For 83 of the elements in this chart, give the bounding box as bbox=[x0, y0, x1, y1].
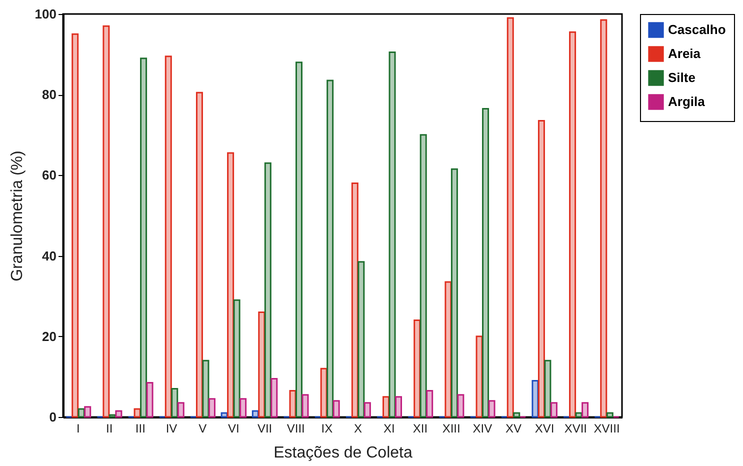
bar bbox=[302, 394, 309, 418]
x-tick-label: I bbox=[76, 422, 80, 436]
bar bbox=[382, 396, 390, 418]
x-tick-label: III bbox=[135, 422, 146, 436]
bar bbox=[457, 394, 464, 418]
bar bbox=[395, 396, 402, 418]
bar bbox=[550, 402, 558, 418]
bar bbox=[270, 378, 278, 418]
bar bbox=[295, 62, 302, 418]
bar bbox=[177, 402, 184, 418]
bar bbox=[258, 311, 266, 418]
x-tick-label: II bbox=[106, 422, 113, 436]
x-tick-label: XVIII bbox=[594, 422, 620, 436]
legend-label: Argila bbox=[668, 94, 706, 109]
bar bbox=[108, 414, 116, 418]
x-tick-label: XIV bbox=[472, 422, 492, 436]
bar bbox=[575, 412, 582, 418]
bar bbox=[332, 400, 340, 418]
bar bbox=[388, 52, 396, 418]
bar bbox=[72, 33, 79, 418]
bar bbox=[444, 281, 452, 418]
bar bbox=[358, 261, 365, 418]
x-axis-title: Estações de Coleta bbox=[274, 444, 412, 462]
bar bbox=[532, 380, 539, 418]
x-tick-label: XII bbox=[412, 422, 428, 436]
bar bbox=[606, 412, 614, 418]
bar bbox=[426, 390, 434, 418]
bar bbox=[450, 168, 458, 418]
bar bbox=[115, 410, 122, 418]
bar bbox=[600, 19, 608, 418]
bar bbox=[240, 398, 247, 418]
y-tick-label: 80 bbox=[42, 87, 56, 102]
x-tick-label: XVI bbox=[534, 422, 554, 436]
x-tick-label: IV bbox=[166, 422, 178, 436]
bar bbox=[513, 412, 520, 418]
legend-label: Areia bbox=[668, 46, 702, 61]
x-tick-label: XVII bbox=[564, 422, 588, 436]
y-tick-label: 100 bbox=[34, 6, 56, 22]
y-tick-label: 60 bbox=[42, 168, 56, 183]
bar bbox=[506, 17, 514, 418]
bar bbox=[208, 398, 216, 418]
x-tick-label: VIII bbox=[286, 422, 305, 436]
bar bbox=[488, 400, 496, 418]
bar bbox=[420, 134, 427, 418]
bar bbox=[202, 360, 210, 418]
bar bbox=[164, 56, 172, 418]
legend-label: Silte bbox=[668, 70, 696, 85]
x-tick-label: V bbox=[198, 422, 207, 436]
bar bbox=[252, 410, 259, 418]
bar bbox=[364, 402, 371, 418]
bar bbox=[78, 408, 85, 418]
y-tick-label: 40 bbox=[42, 248, 56, 264]
bar bbox=[582, 402, 589, 418]
x-tick-label: XI bbox=[383, 422, 395, 436]
bar bbox=[538, 120, 545, 418]
x-tick-label: X bbox=[354, 422, 362, 436]
bar bbox=[134, 408, 141, 418]
x-tick-label: VII bbox=[257, 422, 272, 436]
legend-label: Cascalho bbox=[668, 22, 726, 37]
bar bbox=[102, 25, 110, 418]
bar bbox=[351, 182, 358, 418]
bar bbox=[220, 412, 228, 418]
bar bbox=[233, 299, 240, 418]
bar bbox=[146, 382, 154, 418]
bar bbox=[569, 31, 576, 418]
bar bbox=[264, 162, 272, 418]
y-tick-label: 20 bbox=[42, 328, 56, 344]
x-tick-label: VI bbox=[228, 422, 240, 436]
y-tick-label: 0 bbox=[49, 410, 56, 424]
y-axis-title: Granulometria (%) bbox=[8, 150, 26, 282]
bar bbox=[84, 406, 92, 418]
bar bbox=[544, 360, 552, 418]
bar bbox=[140, 58, 148, 418]
bar bbox=[482, 108, 490, 418]
x-tick-label: IX bbox=[321, 422, 333, 436]
bar bbox=[227, 152, 234, 418]
bar bbox=[289, 390, 296, 418]
bar bbox=[326, 80, 334, 418]
x-tick-label: XIII bbox=[442, 422, 460, 436]
bar bbox=[414, 320, 421, 418]
x-tick-label: XV bbox=[505, 422, 522, 436]
bar bbox=[196, 92, 203, 418]
bar bbox=[171, 388, 178, 418]
